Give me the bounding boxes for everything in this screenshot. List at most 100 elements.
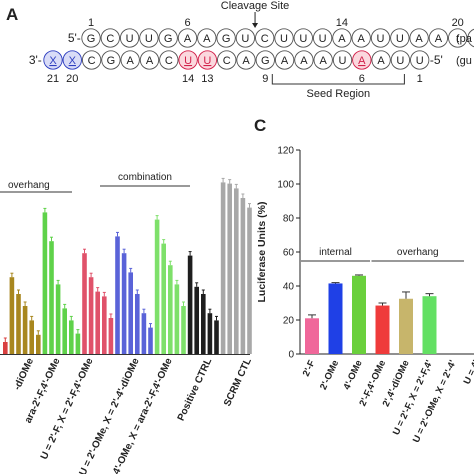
cleavage-site-label: Cleavage Site <box>221 0 290 12</box>
panel-b-bar <box>3 342 8 354</box>
y-tick-label: 20 <box>283 316 295 327</box>
panel-b-bar <box>168 265 173 354</box>
panel-b-bar <box>36 334 41 354</box>
panel-c-bar <box>328 283 343 354</box>
guide-nt-circle <box>236 50 256 70</box>
panel-b-bar <box>234 188 239 354</box>
y-axis-label: Luciferase Units (%) <box>256 202 268 303</box>
guide-3prime: 3'- <box>29 53 42 67</box>
guide-nt-circle <box>62 50 82 70</box>
panel-b-bar <box>154 219 160 354</box>
guide-nt-circle <box>120 50 140 70</box>
passenger-nt-circle <box>81 28 101 48</box>
panel-b-bar <box>187 255 193 354</box>
passenger-nt-circle <box>235 28 256 48</box>
passenger-nt: G <box>164 33 173 45</box>
panel-b-bar <box>115 236 120 354</box>
panel-b-bar <box>95 291 100 354</box>
guide-nt: A <box>358 55 366 67</box>
panel-b-bar <box>220 182 226 354</box>
guide-position: 6 <box>359 73 365 85</box>
panel-b-bar <box>247 207 252 354</box>
passenger-nt: U <box>299 33 307 45</box>
passenger-nt: U <box>145 33 153 45</box>
guide-nt-circle <box>313 50 333 70</box>
guide-5prime: -5' <box>430 53 443 67</box>
panel-b-bar <box>22 306 28 354</box>
passenger-nt-circle <box>274 28 294 48</box>
guide-position: 14 <box>182 73 194 85</box>
y-tick-label: 120 <box>277 146 294 157</box>
combination-label: combination <box>118 172 172 183</box>
guide-nt: U <box>184 55 192 67</box>
passenger-nt-circle <box>370 28 391 48</box>
passenger-nt-circle <box>312 28 333 48</box>
guide-nt: U <box>396 55 404 67</box>
passenger-nt-circle <box>390 28 410 48</box>
passenger-nt-circle <box>197 28 217 48</box>
guide-nt-circle <box>390 50 411 70</box>
overhang-label: overhang <box>8 180 50 191</box>
panel-b-bar <box>55 284 61 354</box>
panel-b-bar <box>62 308 67 354</box>
panel-c-bar <box>399 298 413 354</box>
guide-nt-circle <box>178 50 198 70</box>
panel-c-x-label: 2'-OMe <box>318 359 341 392</box>
guide-nt-circle <box>197 50 218 70</box>
panel-c-x-label: U = 2'-OMe, X = 2'-4' <box>411 359 459 445</box>
panel-b-bar <box>75 333 81 354</box>
passenger-nt-circle <box>332 28 352 48</box>
guide-position: 9 <box>262 73 268 85</box>
guide-nt: U <box>203 55 211 67</box>
panel-b-bar <box>148 327 153 354</box>
passenger-nt: U <box>319 33 327 45</box>
passenger-nt-circle <box>409 28 429 48</box>
guide-nt: G <box>261 55 270 67</box>
guide-position: 20 <box>66 73 78 85</box>
passenger-5prime: 5'- <box>68 31 81 45</box>
panel-b: overhangcombination-diOMeara-2'-F,4'-OMe… <box>0 172 254 474</box>
panel-b-bar <box>108 318 114 354</box>
panel-c-bar <box>422 296 437 354</box>
panel-b-bar <box>82 253 87 354</box>
guide-nt: A <box>281 55 289 67</box>
guide-nt-circle <box>139 50 160 70</box>
panel-b-bar <box>194 286 199 354</box>
passenger-nt: U <box>280 33 288 45</box>
panel-b-bar <box>69 320 74 354</box>
passenger-nt: U <box>241 33 249 45</box>
guide-nt-circle <box>81 50 102 70</box>
guide-position: 1 <box>417 73 423 85</box>
passenger-position: 14 <box>336 17 348 29</box>
passenger-nt: U <box>126 33 134 45</box>
guide-position: 13 <box>201 73 213 85</box>
panel-c-x-label: 4'-OMe <box>342 359 365 392</box>
panel-b-bar <box>227 183 232 354</box>
guide-nt-circle <box>352 50 372 70</box>
y-tick-label: 60 <box>283 248 295 259</box>
panel-b-bar <box>135 294 140 354</box>
guide-nt: A <box>146 55 154 67</box>
y-tick-label: 40 <box>283 282 295 293</box>
passenger-nt-circle <box>158 28 178 48</box>
panel-c-bar <box>305 318 319 354</box>
panel-c-bar <box>375 305 390 354</box>
passenger-nt-circle <box>467 28 474 48</box>
guide-nt-circle <box>332 50 353 70</box>
panel-b-bar <box>214 320 219 354</box>
panel-a-label: A <box>6 5 18 24</box>
panel-c-x-label: U = 4' <box>462 359 474 387</box>
guide-position: 21 <box>47 73 59 85</box>
guide-nt: C <box>165 55 173 67</box>
panel-b-bar <box>161 243 166 354</box>
panel-c-bar <box>352 275 366 354</box>
panel-b-bar <box>88 277 94 354</box>
passenger-nt: G <box>87 33 96 45</box>
passenger-position: 6 <box>184 17 190 29</box>
guide-nt-circle <box>159 50 179 70</box>
passenger-nt-circle <box>293 28 313 48</box>
panel-b-bar <box>128 272 133 354</box>
guide-nt: U <box>416 55 424 67</box>
passenger-nt-circle <box>177 28 198 48</box>
